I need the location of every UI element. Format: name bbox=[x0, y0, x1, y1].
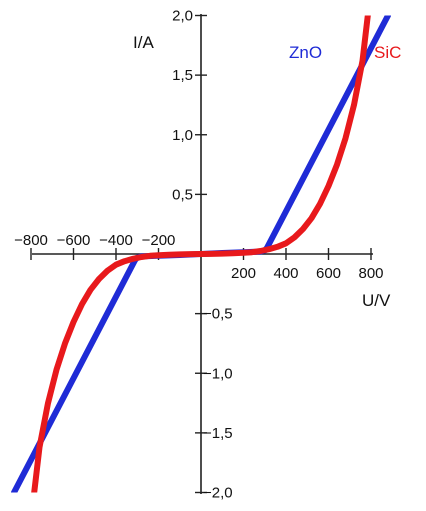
series-label-sic: SiC bbox=[374, 43, 401, 62]
y-tick-label: 0,5 bbox=[172, 186, 193, 203]
x-tick-label: −400 bbox=[99, 232, 133, 249]
series-lines bbox=[11, 15, 391, 493]
series-label-zno: ZnO bbox=[289, 43, 322, 62]
y-tick-label: −1,0 bbox=[203, 365, 233, 382]
x-tick-label: 800 bbox=[358, 265, 383, 282]
x-tick-label: −200 bbox=[142, 232, 176, 249]
y-tick-label: −1,5 bbox=[203, 425, 233, 442]
y-tick-label: 1,0 bbox=[172, 127, 193, 144]
labels: −800 −600 −400 −200 200 400 600 800 −2,0 −1,5 −1,0… bbox=[14, 8, 401, 502]
x-tick-label: 200 bbox=[231, 265, 256, 282]
y-tick-label: −2,0 bbox=[203, 485, 233, 502]
series-line-sic bbox=[31, 15, 371, 493]
x-axis-label: U/V bbox=[362, 291, 391, 310]
x-tick-label: −800 bbox=[14, 232, 48, 249]
x-tick-label: 600 bbox=[316, 265, 341, 282]
y-tick-label: 1,5 bbox=[172, 67, 193, 84]
y-tick-label: 2,0 bbox=[172, 8, 193, 25]
y-axis-label: I/A bbox=[133, 33, 154, 52]
y-tick-label: −0,5 bbox=[203, 306, 233, 323]
ticks bbox=[30, 14, 372, 494]
x-tick-label: −600 bbox=[57, 232, 91, 249]
x-tick-label: 400 bbox=[273, 265, 298, 282]
